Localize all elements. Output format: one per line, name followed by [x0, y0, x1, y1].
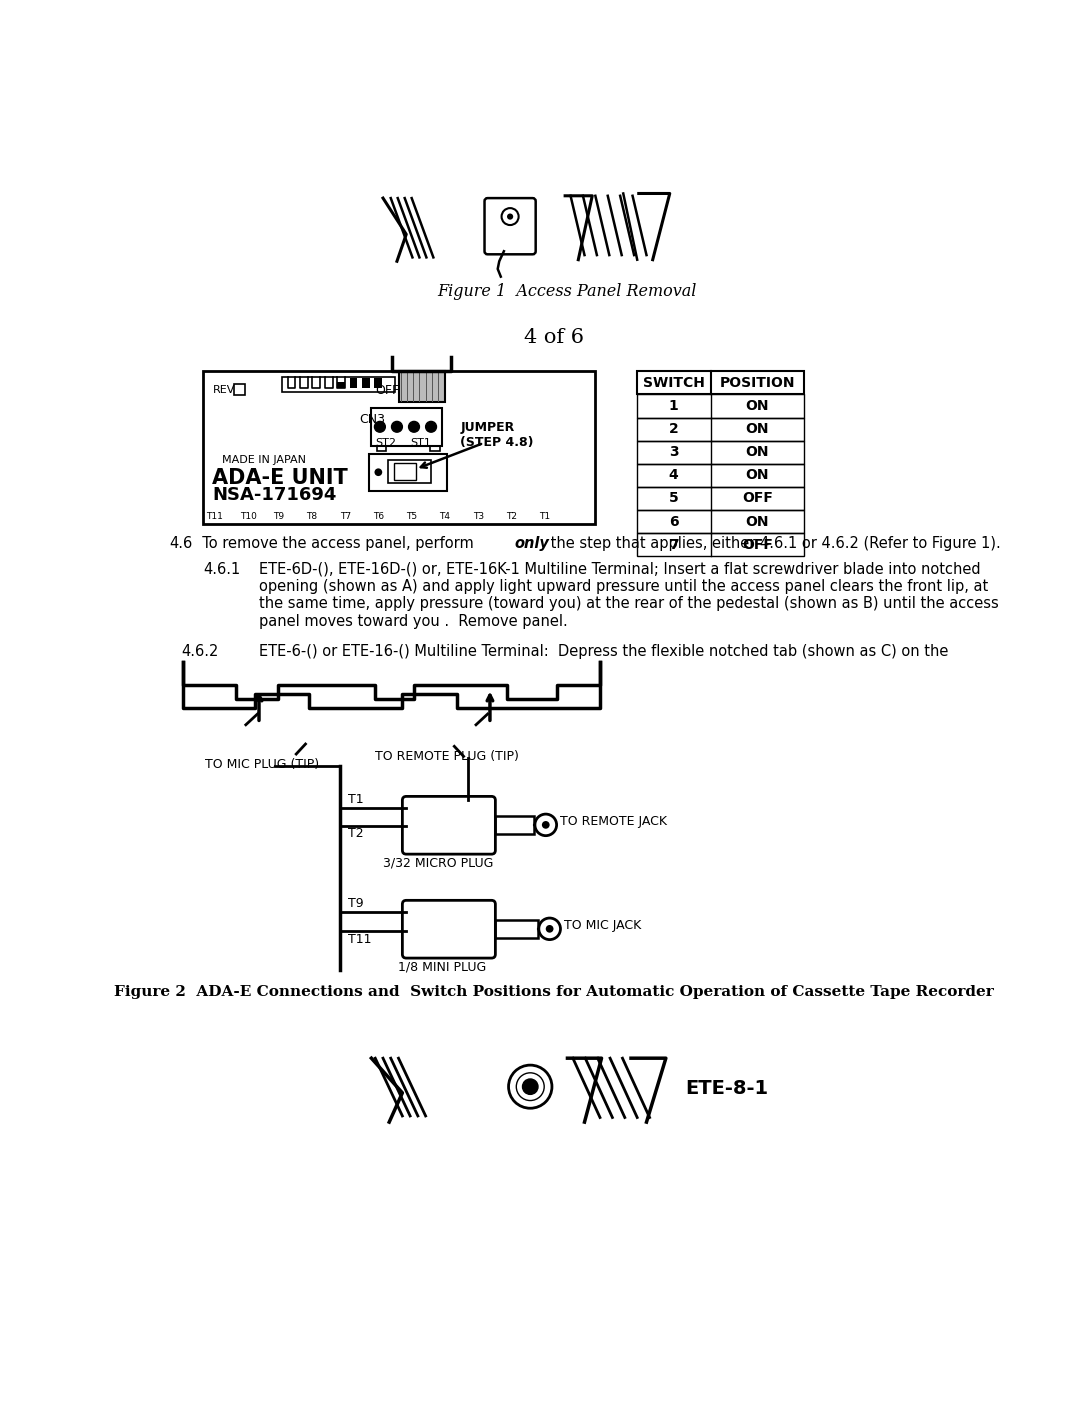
- Text: T6: T6: [373, 512, 384, 521]
- Text: T3: T3: [473, 512, 484, 521]
- Bar: [234, 384, 245, 395]
- Text: ON: ON: [745, 422, 769, 436]
- Bar: [377, 446, 387, 450]
- Bar: [282, 377, 394, 393]
- Text: 3/32 MICRO PLUG: 3/32 MICRO PLUG: [383, 857, 494, 870]
- Text: T1: T1: [348, 792, 364, 806]
- Text: OFF: OFF: [375, 384, 400, 397]
- Bar: [370, 408, 442, 446]
- Bar: [637, 509, 804, 533]
- Circle shape: [426, 422, 436, 432]
- Bar: [362, 377, 369, 387]
- Text: ST2: ST2: [375, 438, 396, 447]
- Text: To remove the access panel, perform: To remove the access panel, perform: [193, 536, 478, 552]
- Bar: [637, 487, 804, 509]
- Bar: [350, 377, 357, 387]
- Text: CN3: CN3: [360, 414, 386, 426]
- Circle shape: [375, 422, 386, 432]
- Bar: [389, 460, 431, 483]
- Text: ADA-E UNIT: ADA-E UNIT: [213, 467, 348, 488]
- Bar: [394, 463, 416, 480]
- Circle shape: [523, 1079, 538, 1095]
- Circle shape: [535, 815, 556, 836]
- Text: TO REMOTE JACK: TO REMOTE JACK: [559, 815, 666, 829]
- Circle shape: [507, 214, 513, 219]
- Circle shape: [539, 917, 561, 940]
- Text: 7: 7: [669, 537, 678, 552]
- Text: 4 of 6: 4 of 6: [524, 328, 583, 348]
- Text: ST1: ST1: [410, 438, 431, 447]
- Text: T7: T7: [339, 512, 351, 521]
- Text: the step that applies, either 4.6.1 or 4.6.2 (Refer to Figure 1).: the step that applies, either 4.6.1 or 4…: [545, 536, 1000, 552]
- Bar: [369, 453, 446, 491]
- Text: only: only: [515, 536, 550, 552]
- Bar: [637, 371, 804, 394]
- Bar: [637, 464, 804, 487]
- Text: ETE-6D-(), ETE-16D-() or, ETE-16K-1 Multiline Terminal; Insert a flat screwdrive: ETE-6D-(), ETE-16D-() or, ETE-16K-1 Mult…: [259, 561, 999, 629]
- Text: T4: T4: [440, 512, 450, 521]
- Bar: [637, 394, 804, 418]
- Text: T1: T1: [540, 512, 551, 521]
- Bar: [337, 383, 345, 387]
- Text: TO MIC PLUG (TIP): TO MIC PLUG (TIP): [205, 758, 319, 771]
- Text: TO REMOTE PLUG (TIP): TO REMOTE PLUG (TIP): [375, 750, 519, 763]
- Text: 4.6.2: 4.6.2: [181, 644, 219, 658]
- Text: MADE IN JAPAN: MADE IN JAPAN: [221, 454, 306, 464]
- Text: T2: T2: [507, 512, 517, 521]
- Circle shape: [542, 822, 550, 829]
- Text: T8: T8: [307, 512, 318, 521]
- Text: 4.6: 4.6: [170, 536, 192, 552]
- Text: OFF: OFF: [742, 537, 773, 552]
- Text: T11: T11: [206, 512, 224, 521]
- Text: 4.6.1: 4.6.1: [203, 561, 241, 577]
- Bar: [430, 446, 440, 450]
- Circle shape: [545, 924, 554, 933]
- Text: ON: ON: [745, 400, 769, 414]
- Text: T9: T9: [348, 896, 364, 909]
- Text: ETE-6-() or ETE-16-() Multiline Terminal:  Depress the flexible notched tab (sho: ETE-6-() or ETE-16-() Multiline Terminal…: [259, 644, 948, 658]
- Text: T9: T9: [273, 512, 284, 521]
- Text: Figure 1  Access Panel Removal: Figure 1 Access Panel Removal: [437, 283, 697, 300]
- Bar: [496, 816, 535, 834]
- Text: ON: ON: [745, 515, 769, 529]
- Text: 3: 3: [669, 445, 678, 459]
- Bar: [496, 920, 538, 938]
- Text: NSA-171694: NSA-171694: [213, 485, 337, 504]
- Text: T10: T10: [240, 512, 257, 521]
- Text: T11: T11: [348, 933, 372, 946]
- Bar: [203, 371, 595, 523]
- Text: 1/8 MINI PLUG: 1/8 MINI PLUG: [399, 961, 487, 974]
- Circle shape: [408, 422, 419, 432]
- Text: SWITCH: SWITCH: [643, 376, 704, 390]
- Bar: [375, 377, 382, 387]
- Text: ETE-8-1: ETE-8-1: [685, 1079, 768, 1099]
- Text: 1: 1: [669, 400, 678, 414]
- Text: Figure 2  ADA-E Connections and  Switch Positions for Automatic Operation of Cas: Figure 2 ADA-E Connections and Switch Po…: [113, 985, 994, 999]
- Text: JUMPER
(STEP 4.8): JUMPER (STEP 4.8): [460, 422, 534, 449]
- Circle shape: [375, 469, 382, 476]
- Bar: [637, 418, 804, 440]
- Text: 2: 2: [669, 422, 678, 436]
- Text: ON: ON: [745, 469, 769, 483]
- Text: T2: T2: [348, 827, 364, 840]
- Text: POSITION: POSITION: [719, 376, 795, 390]
- Text: TO MIC JACK: TO MIC JACK: [564, 919, 640, 933]
- Bar: [399, 371, 445, 402]
- Text: 6: 6: [669, 515, 678, 529]
- Text: T5: T5: [406, 512, 417, 521]
- Bar: [637, 440, 804, 464]
- Text: 5: 5: [669, 491, 678, 505]
- Text: ON: ON: [745, 445, 769, 459]
- Text: OFF: OFF: [742, 491, 773, 505]
- Circle shape: [392, 422, 403, 432]
- Text: 4: 4: [669, 469, 678, 483]
- Bar: [637, 533, 804, 556]
- Text: REV: REV: [213, 386, 234, 395]
